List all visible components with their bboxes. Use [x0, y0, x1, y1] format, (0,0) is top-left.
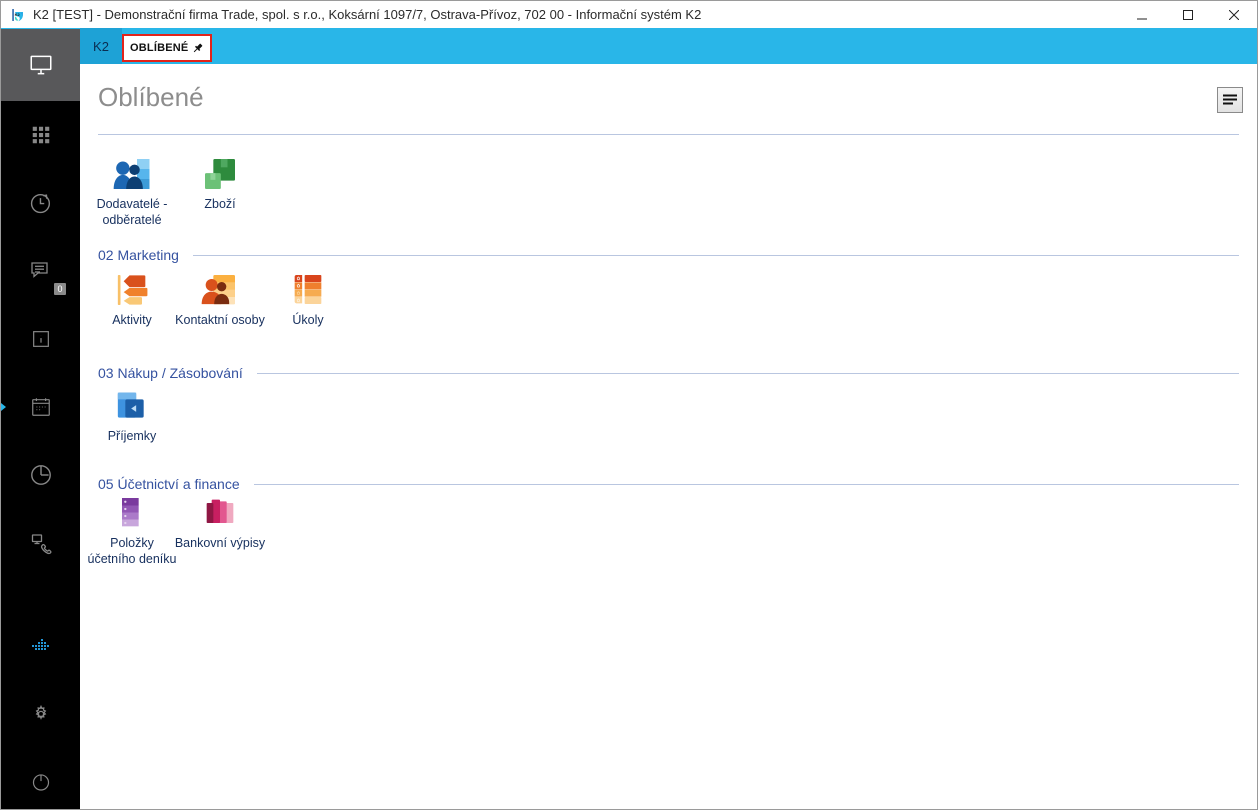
svg-text:K2: K2 [15, 11, 21, 16]
